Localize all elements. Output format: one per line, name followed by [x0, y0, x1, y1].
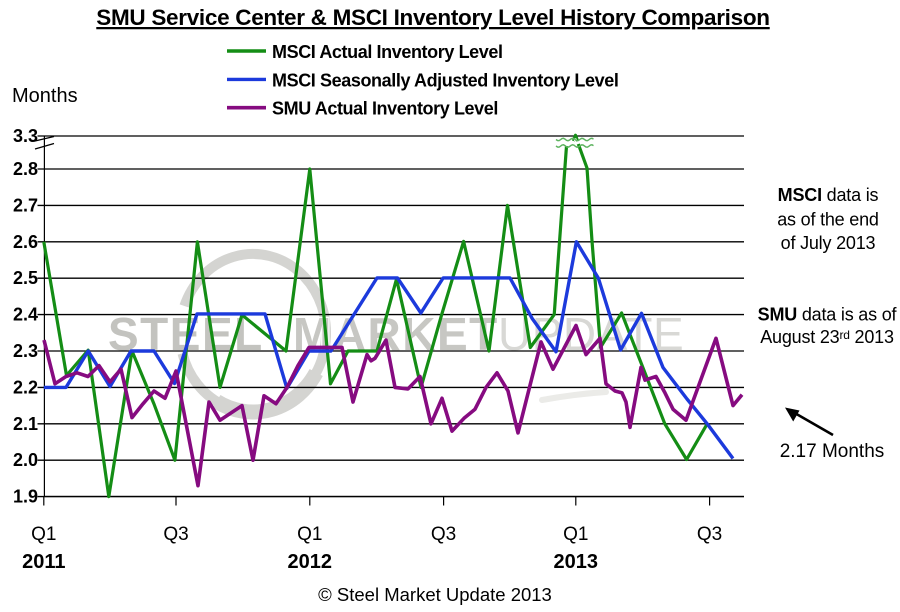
svg-text:2012: 2012 [288, 551, 333, 573]
svg-text:of July 2013: of July 2013 [781, 233, 876, 253]
svg-text:2.2: 2.2 [13, 377, 38, 397]
svg-text:Months: Months [12, 85, 78, 107]
svg-text:Q1: Q1 [31, 524, 56, 545]
svg-text:2.5: 2.5 [13, 268, 38, 288]
svg-text:Q3: Q3 [163, 524, 188, 545]
svg-text:2.8: 2.8 [13, 159, 38, 179]
svg-text:SMU Actual Inventory Level: SMU Actual Inventory Level [272, 99, 498, 119]
svg-text:Q1: Q1 [297, 524, 322, 545]
svg-text:Q1: Q1 [563, 524, 588, 545]
svg-text:SMU Service Center & MSCI Inve: SMU Service Center & MSCI Inventory Leve… [96, 5, 769, 30]
svg-text:2011: 2011 [22, 551, 65, 573]
svg-text:Q3: Q3 [431, 524, 456, 545]
svg-text:2.4: 2.4 [13, 305, 38, 325]
svg-text:MSCI Actual Inventory Level: MSCI Actual Inventory Level [272, 42, 503, 62]
svg-text:2.0: 2.0 [13, 450, 38, 470]
svg-text:© Steel Market Update 2013: © Steel Market Update 2013 [318, 584, 552, 605]
svg-text:MSCI data is: MSCI data is [778, 185, 879, 205]
svg-text:3.3: 3.3 [13, 126, 38, 146]
svg-text:1.9: 1.9 [13, 487, 38, 507]
svg-text:2.7: 2.7 [13, 195, 38, 215]
svg-text:as of the end: as of the end [777, 210, 878, 230]
svg-text:Q3: Q3 [697, 524, 722, 545]
svg-text:2.3: 2.3 [13, 341, 38, 361]
svg-text:2.1: 2.1 [13, 414, 38, 434]
svg-text:2013: 2013 [554, 551, 599, 573]
svg-text:2.6: 2.6 [13, 232, 38, 252]
svg-text:August 23rd 2013: August 23rd 2013 [760, 327, 894, 347]
svg-text:MSCI Seasonally Adjusted Inven: MSCI Seasonally Adjusted Inventory Level [272, 70, 618, 90]
svg-text:SMU data is as of: SMU data is as of [758, 305, 898, 325]
svg-text:2.17 Months: 2.17 Months [780, 441, 885, 462]
